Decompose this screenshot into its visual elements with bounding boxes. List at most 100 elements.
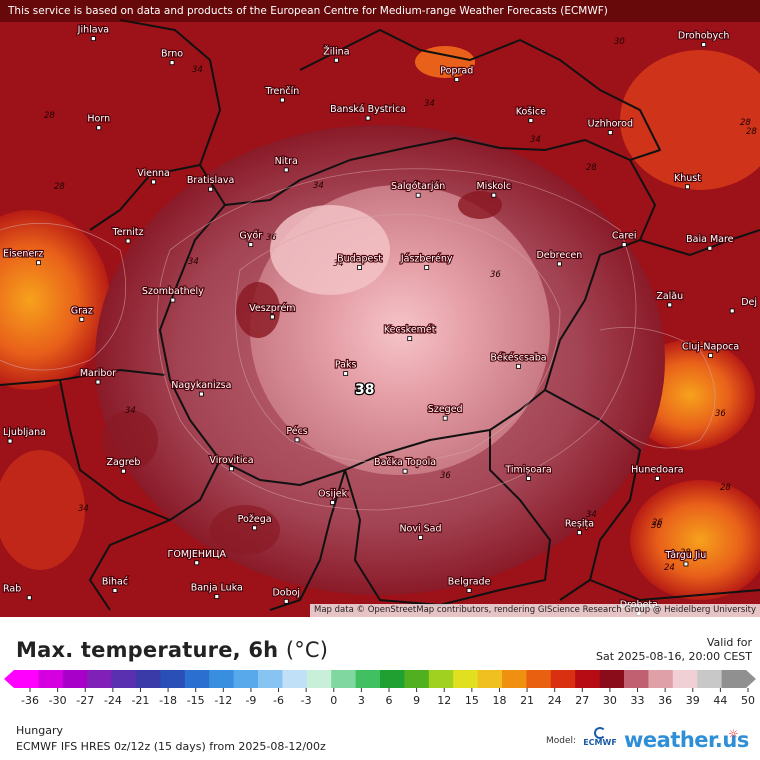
city-marker[interactable]: Veszprém [248, 302, 297, 320]
city-marker[interactable]: Békéscsaba [489, 351, 548, 369]
city-marker[interactable]: Budapest [336, 252, 383, 270]
city-marker[interactable]: Poprad [439, 64, 474, 82]
city-dot-icon [151, 179, 156, 185]
city-label: Khust [674, 173, 701, 184]
city-label: Požega [238, 514, 272, 525]
city-marker[interactable]: Salgótarján [390, 180, 446, 198]
city-marker[interactable]: Hunedoara [630, 463, 685, 481]
city-marker[interactable]: ГОМЈЕНИЦА [166, 548, 228, 566]
city-marker[interactable]: Ternitz [110, 226, 145, 244]
city-dot-icon [229, 466, 234, 472]
city-marker[interactable]: Brno [160, 48, 184, 66]
cool-pocket-zagorje [102, 410, 158, 470]
city-dot-icon [424, 265, 430, 270]
city-marker[interactable]: Szeged [427, 403, 464, 421]
city-marker[interactable]: Debrecen [535, 249, 583, 267]
city-marker[interactable]: Banja Luka [190, 581, 244, 599]
city-marker[interactable]: Bratislava [186, 174, 235, 192]
city-label: Miskolc [476, 181, 511, 192]
map-attribution[interactable]: Map data © OpenStreetMap contributors, r… [310, 604, 760, 617]
city-dot-icon [683, 561, 689, 567]
city-label: Brno [161, 49, 183, 60]
city-label: Drohobych [678, 31, 730, 42]
scale-tick-label: -9 [245, 694, 256, 707]
color-swatch [233, 670, 259, 688]
scale-tick-label: -3 [301, 694, 312, 707]
city-marker[interactable]: Nitra [274, 155, 299, 173]
city-marker[interactable]: Uzhhorod [587, 117, 634, 135]
city-dot-icon [36, 260, 41, 266]
city-marker[interactable]: Belgrade [447, 575, 492, 593]
city-marker[interactable]: Košice [515, 105, 547, 123]
city-marker[interactable]: Baia Mare [685, 233, 735, 251]
city-marker[interactable]: Rab [2, 583, 32, 601]
city-marker[interactable]: Eisenerz [2, 248, 44, 266]
city-marker[interactable]: Doboj [271, 586, 301, 604]
scale-tick-label: -21 [131, 694, 149, 707]
city-marker[interactable]: Timișoara [503, 463, 553, 481]
temperature-map[interactable]: 30 34 34 28 28 34 28 28 34 34 36 36 34 34 36 34 36 36 28 28… [0, 0, 760, 617]
city-label: Žilina [323, 45, 349, 57]
city-marker[interactable]: Khust [673, 172, 702, 190]
city-marker[interactable]: Zagreb [105, 456, 142, 474]
city-label: Pécs [286, 426, 307, 437]
city-marker[interactable]: Trenčín [263, 85, 300, 103]
color-swatch [721, 670, 747, 688]
city-marker[interactable]: Virovitica [208, 454, 255, 472]
city-marker[interactable]: Požega [237, 513, 273, 531]
city-marker[interactable]: Vienna [136, 167, 171, 185]
contour-value-label: 24 [664, 563, 675, 573]
city-label: Szeged [428, 404, 463, 415]
city-marker[interactable]: Drohobych [677, 29, 731, 47]
city-marker[interactable]: Nagykanizsa [170, 379, 233, 397]
city-marker[interactable]: Cluj-Napoca [681, 340, 740, 358]
city-marker[interactable]: Jihlava [76, 23, 110, 41]
scale-tick-label: 0 [330, 694, 337, 707]
city-dot-icon [667, 302, 673, 308]
contour-value-label: 28 [680, 548, 691, 558]
city-marker[interactable]: Miskolc [475, 180, 512, 198]
city-marker[interactable]: Dej [729, 296, 758, 314]
cool-region-southeast [630, 480, 760, 600]
region-label: Hungary [16, 724, 63, 737]
city-dot-icon [26, 595, 32, 601]
city-marker[interactable]: Carei [611, 230, 638, 248]
city-marker[interactable]: Banská Bystrica [329, 103, 407, 121]
weather-us-logo[interactable]: weather.us [624, 728, 749, 752]
city-marker[interactable]: Kecskemét [383, 324, 437, 342]
city-marker[interactable]: Szombathely [141, 285, 205, 303]
city-marker[interactable]: Zalău [655, 290, 684, 308]
city-marker[interactable]: Paks [334, 358, 358, 376]
contour-value-label: 28 [740, 118, 751, 128]
scale-tick-label: 44 [713, 694, 727, 707]
city-marker[interactable]: Győr [238, 230, 263, 248]
country-borders [0, 19, 760, 611]
city-marker[interactable]: Horn [86, 113, 111, 131]
contour-value-label: 36 [490, 270, 501, 280]
city-marker[interactable]: Bihać [101, 575, 129, 593]
color-swatch [575, 670, 601, 688]
city-marker[interactable]: Žilina [322, 44, 351, 63]
scale-tick-label: -24 [104, 694, 122, 707]
scale-tick-label: -30 [49, 694, 67, 707]
ecmwf-logo[interactable]: ECMWF [582, 727, 618, 747]
city-marker[interactable]: Bačka Topola [373, 456, 437, 474]
city-marker[interactable]: Graz [70, 304, 94, 322]
city-marker[interactable]: Maribor [79, 367, 117, 385]
city-label: Doboj [272, 587, 300, 598]
contour-value-label: 36 [651, 521, 662, 531]
color-swatch [672, 670, 698, 688]
city-marker[interactable]: Pécs [285, 425, 309, 443]
contour-value-label: 26 [652, 518, 663, 528]
city-marker[interactable]: Reșița [564, 518, 595, 536]
city-label: Ternitz [112, 227, 144, 238]
city-label: Banská Bystrica [330, 104, 406, 115]
city-label: Veszprém [249, 303, 295, 314]
city-marker[interactable]: Osijek [317, 487, 349, 505]
city-marker[interactable]: Novi Sad [398, 522, 443, 540]
city-marker[interactable]: Târgu Jiu [663, 549, 707, 567]
city-marker[interactable]: Ljubljana [2, 426, 47, 444]
city-dot-icon [729, 308, 735, 314]
color-swatch [87, 670, 113, 688]
city-marker[interactable]: Jászberény [399, 252, 454, 270]
